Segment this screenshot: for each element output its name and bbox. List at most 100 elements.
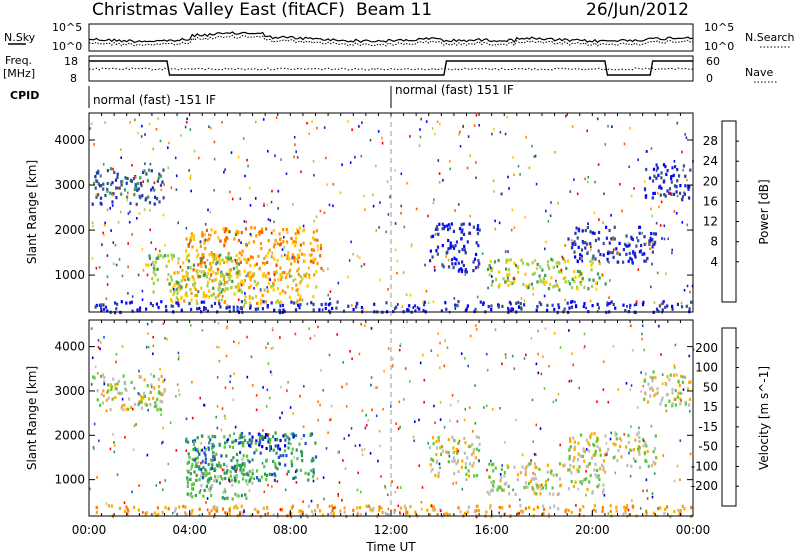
data-cell <box>202 465 205 470</box>
data-cell <box>147 263 150 267</box>
x-tick-label: 12:00 <box>374 523 409 537</box>
data-cell <box>604 434 607 438</box>
data-cell <box>511 354 514 358</box>
data-cell <box>507 278 510 282</box>
data-cell <box>123 501 126 504</box>
data-cell <box>279 454 282 458</box>
data-cell <box>577 229 580 233</box>
data-cell <box>402 271 405 274</box>
data-cell <box>576 287 579 291</box>
data-cell <box>505 258 508 262</box>
data-cell <box>516 473 520 477</box>
data-cell <box>468 406 471 409</box>
data-cell <box>336 300 339 304</box>
data-cell <box>495 277 498 281</box>
data-cell <box>223 244 226 248</box>
data-cell <box>460 230 463 234</box>
data-cell <box>603 494 606 497</box>
data-cell <box>312 479 315 483</box>
data-cell <box>302 434 305 438</box>
data-cell <box>646 150 648 153</box>
data-cell <box>266 507 269 511</box>
data-cell <box>217 294 220 298</box>
data-cell <box>270 347 273 350</box>
data-cell <box>200 286 203 290</box>
data-cell <box>643 397 646 401</box>
data-cell <box>251 256 254 260</box>
data-cell <box>167 507 170 511</box>
data-cell <box>509 258 512 262</box>
data-cell <box>611 125 613 128</box>
data-cell <box>567 280 570 284</box>
data-cell <box>615 433 618 436</box>
data-cell <box>186 469 188 472</box>
data-cell <box>236 309 239 313</box>
data-cell <box>135 423 137 426</box>
data-cell <box>553 307 556 312</box>
data-cell <box>441 449 445 453</box>
data-cell <box>521 453 524 457</box>
data-cell <box>235 261 238 265</box>
data-cell <box>477 509 480 513</box>
data-cell <box>203 261 206 265</box>
data-cell <box>185 285 188 289</box>
data-cell <box>286 256 289 260</box>
data-cell <box>210 273 213 277</box>
data-cell <box>235 272 238 276</box>
data-cell <box>605 453 608 457</box>
data-cell <box>203 446 206 449</box>
data-cell <box>245 260 248 264</box>
data-cell <box>276 515 279 518</box>
data-cell <box>185 249 188 253</box>
data-cell <box>477 244 480 248</box>
data-cell <box>235 265 238 269</box>
data-cell <box>446 346 449 349</box>
data-cell <box>105 502 108 505</box>
data-cell <box>364 324 366 327</box>
data-cell <box>196 302 199 306</box>
data-cell <box>645 513 648 516</box>
data-cell <box>224 476 227 481</box>
data-cell <box>494 227 497 231</box>
data-cell <box>534 154 537 158</box>
data-cell <box>312 470 315 473</box>
data-cell <box>122 374 125 378</box>
data-cell <box>348 434 350 437</box>
data-cell <box>180 134 182 137</box>
data-cell <box>189 266 192 270</box>
data-cell <box>387 288 389 291</box>
data-cell <box>265 227 268 231</box>
data-cell <box>139 176 142 180</box>
data-cell <box>573 269 576 274</box>
data-cell <box>586 129 588 133</box>
data-cell <box>341 499 343 502</box>
data-cell <box>162 196 165 200</box>
data-cell <box>557 492 560 496</box>
data-cell <box>97 193 100 197</box>
data-cell <box>568 380 571 383</box>
noise-sky-label: N.Sky <box>4 31 36 44</box>
data-cell <box>528 462 531 466</box>
data-cell <box>326 183 328 186</box>
data-cell <box>429 513 432 517</box>
data-cell <box>643 439 645 443</box>
data-cell <box>426 508 429 512</box>
data-cell <box>110 387 113 391</box>
data-cell <box>650 231 653 236</box>
data-cell <box>623 142 626 146</box>
data-cell <box>612 302 615 307</box>
data-cell <box>461 459 464 463</box>
data-cell <box>311 120 313 123</box>
data-cell <box>456 420 459 423</box>
data-cell <box>217 288 220 292</box>
data-cell <box>540 302 543 307</box>
data-cell <box>627 508 630 512</box>
data-cell <box>657 309 660 313</box>
data-cell <box>290 464 294 468</box>
data-cell <box>208 448 210 452</box>
data-cell <box>682 388 685 391</box>
data-cell <box>243 257 246 261</box>
data-cell <box>248 186 251 190</box>
colorbar-frame <box>721 327 737 507</box>
data-cell <box>153 386 156 390</box>
